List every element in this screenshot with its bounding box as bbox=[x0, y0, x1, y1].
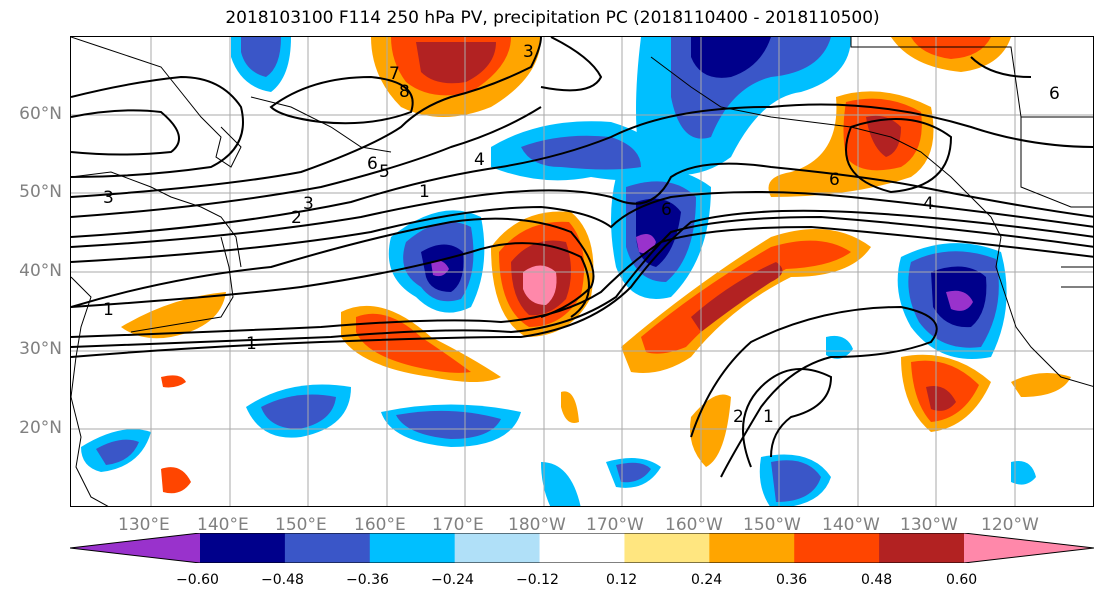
contour-label: 1 bbox=[763, 407, 774, 427]
precip-positive-region bbox=[121, 292, 226, 339]
colorbar bbox=[70, 533, 1094, 563]
precip-positive-region bbox=[416, 42, 496, 84]
precip-anomaly-shading bbox=[81, 37, 1071, 506]
colorbar-segment bbox=[794, 533, 880, 563]
precip-negative-region bbox=[691, 37, 771, 78]
colorbar-tick: −0.48 bbox=[261, 572, 304, 588]
contour-label: 6 bbox=[1049, 84, 1060, 104]
pv-contours bbox=[71, 37, 1093, 478]
precip-positive-region bbox=[690, 394, 731, 467]
lat-label: 40°N bbox=[19, 261, 62, 281]
lon-label: 150°E bbox=[275, 515, 327, 535]
colorbar-segment bbox=[284, 533, 371, 563]
lon-label: 160°E bbox=[354, 515, 406, 535]
lat-label: 30°N bbox=[19, 339, 62, 359]
lat-label: 50°N bbox=[19, 182, 62, 202]
precip-negative-region bbox=[1011, 461, 1036, 485]
contour-label: 8 bbox=[399, 82, 410, 102]
contour-label: 4 bbox=[923, 194, 934, 214]
lon-label: 140°E bbox=[197, 515, 249, 535]
colorbar-tick: −0.12 bbox=[516, 572, 559, 588]
colorbar-segment bbox=[539, 533, 625, 563]
contour-label: 2 bbox=[291, 208, 302, 228]
precip-positive-region bbox=[161, 467, 191, 494]
colorbar-tick: 0.12 bbox=[606, 572, 638, 588]
lon-label: 160°W bbox=[665, 515, 723, 535]
contour-label: 6 bbox=[661, 200, 672, 220]
contour-label: 5 bbox=[379, 162, 390, 182]
precip-positive-region bbox=[926, 386, 956, 411]
map-canvas: 3 7 8 6 5 4 1 3 2 3 1 1 6 6 4 6 2 1 bbox=[71, 37, 1093, 506]
lon-label: 130°W bbox=[900, 515, 958, 535]
colorbar-segment bbox=[200, 533, 286, 563]
precip-negative-region bbox=[946, 290, 973, 311]
colorbar-segment bbox=[624, 533, 710, 563]
contour-label: 3 bbox=[303, 194, 314, 214]
precip-positive-region bbox=[866, 115, 901, 157]
colorbar-tick: −0.36 bbox=[346, 572, 389, 588]
precip-negative-region bbox=[616, 462, 651, 483]
colorbar-tick: 0.24 bbox=[691, 572, 723, 588]
precip-positive-region bbox=[1011, 373, 1071, 397]
precip-negative-region bbox=[261, 394, 336, 429]
colorbar-tick: −0.60 bbox=[176, 572, 219, 588]
contour-label: 7 bbox=[389, 64, 400, 84]
colorbar-tick: −0.24 bbox=[431, 572, 474, 588]
precip-positive-region bbox=[161, 375, 186, 388]
lon-label: 170°E bbox=[432, 515, 484, 535]
map-panel: 3 7 8 6 5 4 1 3 2 3 1 1 6 6 4 6 2 1 bbox=[70, 36, 1094, 507]
contour-label: 6 bbox=[829, 170, 840, 190]
colorbar-segment bbox=[70, 533, 200, 563]
map-title: 2018103100 F114 250 hPa PV, precipitatio… bbox=[225, 8, 880, 28]
precip-positive-region bbox=[561, 391, 579, 423]
contour-label: 4 bbox=[474, 150, 485, 170]
colorbar-segment bbox=[369, 533, 456, 563]
colorbar-tick: 0.36 bbox=[776, 572, 808, 588]
colorbar-segment bbox=[454, 533, 541, 563]
contour-label: 3 bbox=[523, 42, 534, 62]
colorbar-segments bbox=[70, 533, 1094, 563]
precip-negative-region bbox=[396, 410, 501, 439]
precip-negative-region bbox=[96, 439, 139, 465]
precip-negative-region bbox=[541, 462, 581, 506]
coastlines bbox=[71, 37, 1093, 506]
lon-label: 170°W bbox=[586, 515, 644, 535]
precip-negative-region bbox=[826, 335, 853, 359]
contour-label: 1 bbox=[246, 334, 257, 354]
lon-label: 120°W bbox=[981, 515, 1039, 535]
precip-negative-region bbox=[771, 460, 821, 502]
colorbar-segment bbox=[879, 533, 965, 563]
lat-label: 60°N bbox=[19, 104, 62, 124]
precip-positive-region bbox=[641, 240, 851, 354]
colorbar-tick: 0.48 bbox=[861, 572, 893, 588]
precip-negative-region bbox=[241, 37, 281, 77]
precip-positive-region bbox=[523, 265, 557, 305]
lon-label: 180°W bbox=[508, 515, 566, 535]
lon-label: 150°W bbox=[743, 515, 801, 535]
colorbar-tick: 0.60 bbox=[946, 572, 978, 588]
lon-label: 140°W bbox=[822, 515, 880, 535]
precip-positive-region bbox=[911, 37, 991, 59]
contour-label: 3 bbox=[103, 188, 114, 208]
lon-label: 130°E bbox=[118, 515, 170, 535]
precip-negative-region bbox=[521, 135, 641, 170]
contour-label: 1 bbox=[103, 300, 114, 320]
precip-positive-region bbox=[356, 313, 471, 373]
contour-label: 6 bbox=[367, 154, 378, 174]
lat-label: 20°N bbox=[19, 418, 62, 438]
contour-label: 1 bbox=[419, 182, 430, 202]
precip-positive-region bbox=[691, 262, 783, 332]
colorbar-segment bbox=[709, 533, 795, 563]
contour-label: 2 bbox=[733, 407, 744, 427]
colorbar-segment bbox=[964, 533, 1094, 563]
